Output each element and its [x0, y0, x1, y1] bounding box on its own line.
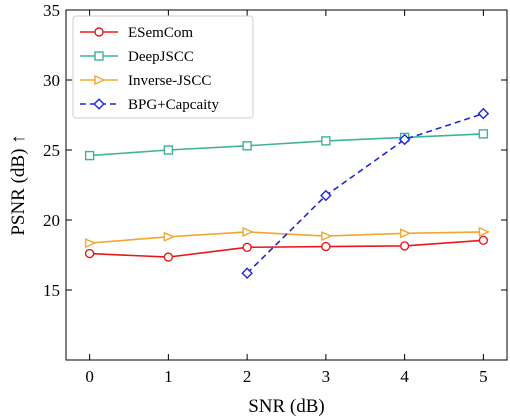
data-point-inverse-jscc [478, 226, 491, 237]
data-point-esemcom [163, 252, 174, 262]
legend-item-bpg-capcaity: BPG+Capcaity [80, 97, 219, 113]
x-tick-label: 5 [479, 367, 488, 386]
data-point-inverse-jscc [321, 231, 333, 242]
y-tick-label: 15 [43, 281, 60, 300]
data-point-esemcom [399, 241, 410, 251]
legend: ESemCom DeepJSCC Inverse-JSCC BPG+Capcaity [72, 15, 254, 119]
series-esemcom [84, 235, 489, 262]
series-line-bpg-capcaity [246, 112, 484, 274]
y-tick-label: 20 [43, 211, 60, 230]
data-point-deepjscc [478, 129, 489, 139]
x-tick-label: 1 [164, 367, 173, 386]
legend-marker [93, 98, 105, 110]
x-tick-label: 0 [85, 367, 94, 386]
x-axis-label: SNR (dB) [248, 396, 325, 417]
legend-box [72, 15, 254, 119]
data-point-deepjscc [84, 150, 95, 161]
legend-item-inverse-jscc: Inverse-JSCC [80, 73, 211, 89]
data-point-esemcom [84, 248, 95, 259]
legend-marker [94, 74, 106, 86]
series-line-esemcom [89, 239, 484, 258]
data-point-bpg-capcaity [477, 107, 490, 120]
legend-item-esemcom: ESemCom [80, 25, 193, 41]
legend-label: Inverse-JSCC [128, 73, 211, 89]
data-point-bpg-capcaity [320, 189, 332, 202]
legend-label: DeepJSCC [128, 49, 194, 65]
data-point-inverse-jscc [242, 226, 254, 237]
y-tick-label: 25 [43, 141, 60, 160]
plot-frame [65, 9, 508, 361]
data-point-inverse-jscc [163, 231, 176, 242]
x-tick-label: 2 [243, 367, 252, 386]
x-tick-label: 3 [322, 367, 331, 386]
data-point-deepjscc [242, 141, 252, 151]
y-tick-label: 30 [43, 71, 60, 90]
axis-ticks: 0 1 2 3 4 5 15 20 25 30 35 [43, 1, 507, 386]
data-point-esemcom [242, 242, 252, 253]
series-deepjscc [84, 129, 489, 161]
legend-label: ESemCom [128, 25, 193, 41]
series-layer [84, 107, 491, 279]
x-tick-label: 4 [400, 367, 409, 386]
legend-marker [94, 51, 104, 61]
series-line-deepjscc [89, 133, 484, 157]
data-point-deepjscc [321, 136, 331, 146]
data-point-bpg-capcaity [398, 133, 411, 146]
data-point-esemcom [478, 235, 489, 246]
data-point-esemcom [321, 241, 331, 252]
legend-label: BPG+Capcaity [128, 97, 219, 113]
legend-item-deepjscc: DeepJSCC [80, 49, 194, 65]
series-bpg-capcaity [241, 107, 490, 279]
data-point-inverse-jscc [84, 238, 97, 249]
y-tick-label: 35 [43, 1, 60, 20]
data-point-bpg-capcaity [241, 267, 253, 279]
data-point-inverse-jscc [399, 228, 412, 239]
data-point-deepjscc [163, 145, 174, 155]
legend-marker [94, 27, 104, 37]
y-axis-label: PSNR (dB) ↑ [8, 134, 29, 235]
